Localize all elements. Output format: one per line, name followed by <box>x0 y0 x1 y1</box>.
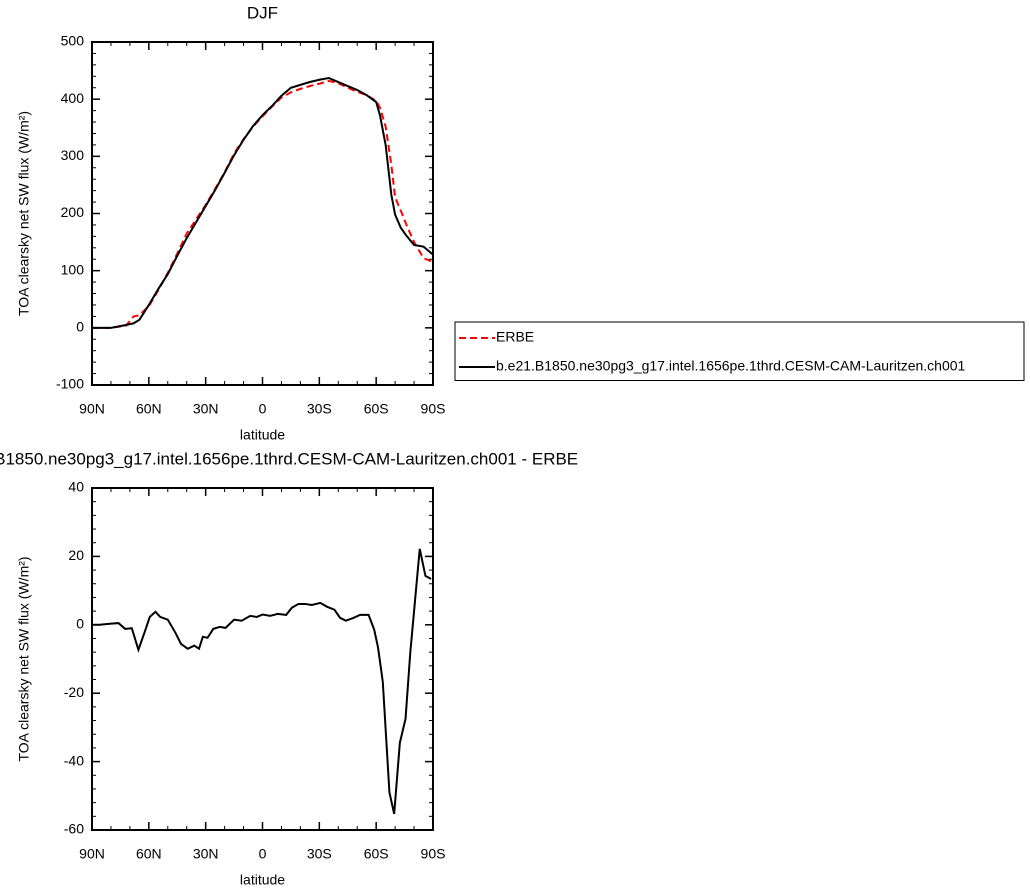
y-tick-label: 500 <box>61 33 85 49</box>
y-axis-label: TOA clearsky net SW flux (W/m²) <box>16 111 32 316</box>
x-tick-label: 90S <box>421 401 446 417</box>
data-line <box>92 76 434 329</box>
x-tick-label: 0 <box>259 401 267 417</box>
y-tick-label: 400 <box>61 90 85 106</box>
x-tick-label: 60S <box>364 401 389 417</box>
x-tick-label: 90N <box>79 846 105 862</box>
x-tick-label: 90N <box>79 401 105 417</box>
x-tick-label: 60N <box>136 846 162 862</box>
x-tick-label: 60N <box>136 401 162 417</box>
y-tick-label: 200 <box>61 204 85 220</box>
y-tick-label: -60 <box>64 821 84 837</box>
x-axis-label: latitude <box>240 427 285 443</box>
data-line <box>92 548 432 815</box>
y-tick-label: 300 <box>61 147 85 163</box>
legend-label: ERBE <box>496 329 534 345</box>
x-tick-label: 60S <box>364 846 389 862</box>
legend-label: b.e21.B1850.ne30pg3_g17.intel.1656pe.1th… <box>496 358 966 374</box>
y-axis-label: TOA clearsky net SW flux (W/m²) <box>16 556 32 761</box>
y-tick-label: 100 <box>61 261 85 277</box>
y-tick-label: 0 <box>76 616 84 632</box>
y-tick-label: 20 <box>68 547 84 563</box>
chart-title: b.e21.B1850.ne30pg3_g17.intel.1656pe.1th… <box>0 449 578 468</box>
x-tick-label: 30S <box>307 846 332 862</box>
x-tick-label: 30N <box>193 401 219 417</box>
y-tick-label: -100 <box>56 376 84 392</box>
x-axis-label: latitude <box>240 872 285 888</box>
y-tick-label: 0 <box>76 319 84 335</box>
y-tick-label: -40 <box>64 752 84 768</box>
y-tick-label: 40 <box>68 479 84 495</box>
chart-title: DJF <box>247 3 278 22</box>
x-tick-label: 30S <box>307 401 332 417</box>
x-tick-label: 30N <box>193 846 219 862</box>
y-tick-label: -20 <box>64 684 84 700</box>
x-tick-label: 0 <box>259 846 267 862</box>
plot-frame <box>91 487 434 831</box>
x-tick-label: 90S <box>421 846 446 862</box>
plot-frame <box>91 41 434 386</box>
data-line <box>92 79 434 329</box>
legend-box <box>454 321 1025 381</box>
